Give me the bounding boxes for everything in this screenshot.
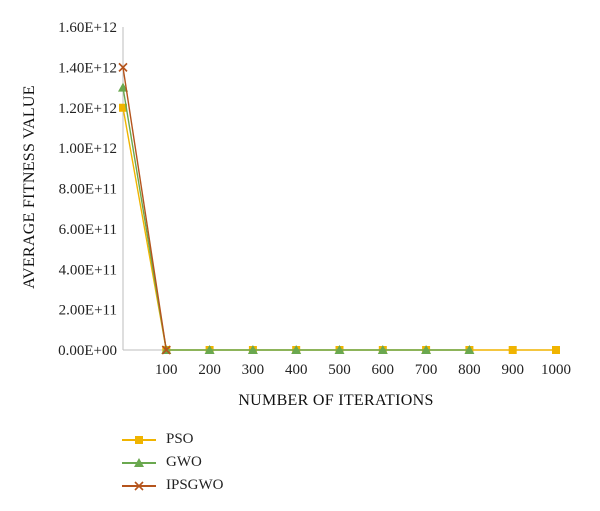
line-chart: 0.00E+00 2.00E+11 4.00E+11 6.00E+11 8.00E+11… — [21, 20, 571, 409]
y-tick-label: 2.00E+11 — [59, 303, 117, 319]
series-gwo-point — [118, 82, 128, 92]
series-pso-line — [122, 107, 556, 351]
x-tick-label: 300 — [242, 362, 265, 378]
series-gwo-point — [291, 345, 302, 354]
y-tick-label: 0.00E+00 — [58, 343, 117, 359]
x-axis-ticks: 100 200 300 400 500 600 700 800 900 1000 — [155, 362, 571, 378]
series-gwo-point — [334, 345, 345, 354]
x-tick-label: 1000 — [541, 362, 571, 378]
legend-label-gwo: GWO — [166, 454, 202, 470]
x-tick-label: 100 — [155, 362, 178, 378]
legend-pso-point — [135, 435, 143, 444]
series-ipsgwo-line — [122, 67, 167, 351]
series-ipsgwo — [118, 62, 171, 355]
legend-ipsgwo-point — [134, 480, 144, 491]
y-axis-title: AVERAGE FITNESS VALUE — [21, 85, 38, 289]
legend-swatch-gwo — [122, 456, 156, 470]
series-pso-point — [119, 103, 127, 112]
series-gwo-point — [204, 345, 215, 354]
series-gwo — [118, 82, 475, 354]
x-tick-label: 500 — [328, 362, 351, 378]
legend-item-gwo: GWO — [122, 451, 224, 474]
series-gwo-point — [464, 345, 475, 354]
legend-item-ipsgwo: IPSGWO — [122, 474, 224, 497]
x-tick-label: 900 — [501, 362, 524, 378]
x-tick-label: 200 — [198, 362, 221, 378]
y-tick-label: 4.00E+11 — [59, 262, 117, 278]
series-pso-point — [552, 346, 560, 354]
series-gwo-point — [421, 345, 432, 354]
series-ipsgwo-point — [161, 345, 171, 355]
series-pso-point — [508, 346, 517, 354]
x-tick-label: 800 — [458, 362, 481, 378]
y-tick-label: 1.40E+12 — [58, 60, 117, 76]
x-tick-label: 400 — [285, 362, 308, 378]
legend-swatch-pso — [122, 433, 156, 447]
legend-swatch-ipsgwo — [122, 479, 156, 493]
series-gwo-line — [122, 87, 470, 351]
series-gwo-point — [377, 345, 388, 354]
x-tick-label: 600 — [372, 362, 395, 378]
y-tick-label: 1.60E+12 — [58, 20, 117, 36]
series-gwo-point — [247, 345, 258, 354]
y-axis-ticks: 0.00E+00 2.00E+11 4.00E+11 6.00E+11 8.00E+11… — [58, 20, 117, 359]
series-layer — [118, 62, 560, 355]
legend-item-pso: PSO — [122, 428, 224, 451]
x-tick-label: 700 — [415, 362, 438, 378]
y-tick-label: 8.00E+11 — [59, 182, 117, 198]
y-tick-label: 6.00E+11 — [59, 222, 117, 238]
series-pso — [119, 103, 560, 354]
legend: PSO GWO IPSGWO — [122, 428, 224, 497]
legend-label-pso: PSO — [166, 431, 194, 447]
y-tick-label: 1.00E+12 — [58, 141, 117, 157]
series-ipsgwo-point — [118, 62, 128, 72]
y-tick-label: 1.20E+12 — [58, 101, 117, 117]
legend-gwo-point — [134, 457, 144, 467]
x-axis-title: NUMBER OF ITERATIONS — [238, 392, 433, 409]
legend-label-ipsgwo: IPSGWO — [166, 477, 224, 493]
